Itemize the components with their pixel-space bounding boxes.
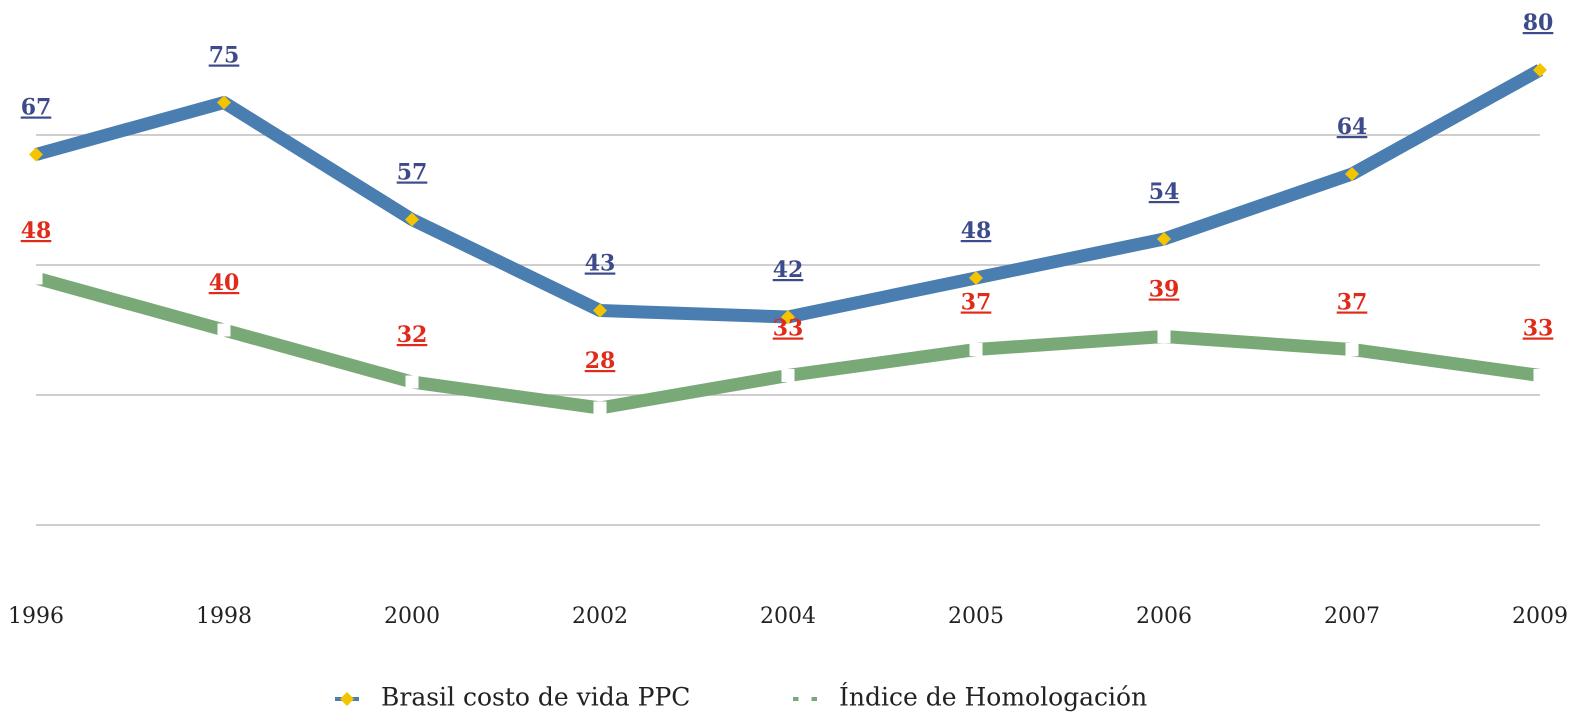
data-label: 43 bbox=[585, 251, 616, 277]
point-marker bbox=[1157, 330, 1171, 343]
point-marker bbox=[1533, 369, 1547, 382]
data-label: 80 bbox=[1523, 10, 1554, 36]
point-marker bbox=[217, 95, 231, 110]
x-tick-label: 2005 bbox=[948, 604, 1004, 629]
point-marker bbox=[593, 401, 607, 415]
legend-marker bbox=[798, 692, 812, 706]
data-label: 40 bbox=[209, 270, 240, 296]
point-marker bbox=[29, 271, 43, 285]
point-marker bbox=[969, 271, 983, 285]
x-tick-label: 2002 bbox=[572, 604, 628, 629]
x-tick-label: 2006 bbox=[1136, 604, 1192, 629]
data-label: 39 bbox=[1149, 277, 1180, 303]
x-tick-label: 2000 bbox=[384, 604, 440, 629]
data-label: 37 bbox=[1337, 290, 1368, 316]
point-marker bbox=[1533, 63, 1547, 77]
point-marker bbox=[969, 343, 983, 356]
data-label: 67 bbox=[21, 95, 52, 121]
x-tick-label: 1996 bbox=[8, 604, 64, 629]
point-marker bbox=[1345, 343, 1359, 356]
point-marker bbox=[781, 310, 795, 324]
point-marker bbox=[781, 369, 795, 382]
point-marker bbox=[405, 375, 419, 389]
legend-marker bbox=[340, 692, 354, 706]
data-label: 48 bbox=[961, 218, 992, 244]
series-line bbox=[34, 271, 1541, 415]
data-label: 42 bbox=[773, 257, 804, 283]
data-label: 33 bbox=[773, 316, 804, 342]
data-label: 33 bbox=[1523, 316, 1554, 342]
data-label: 54 bbox=[1149, 179, 1180, 205]
legend-label: Índice de Homologación bbox=[839, 683, 1147, 712]
data-label: 28 bbox=[585, 348, 616, 374]
x-tick-label: 2009 bbox=[1512, 604, 1568, 629]
x-tick-label: 1998 bbox=[196, 604, 252, 629]
legend-label: Brasil costo de vida PPC bbox=[381, 683, 690, 712]
data-label: 48 bbox=[21, 218, 52, 244]
point-marker bbox=[217, 323, 231, 337]
data-label: 75 bbox=[209, 43, 240, 69]
point-marker bbox=[593, 303, 607, 318]
data-label: 32 bbox=[397, 322, 428, 348]
data-label: 64 bbox=[1337, 114, 1368, 140]
x-tick-label: 2004 bbox=[760, 604, 816, 629]
point-marker bbox=[1345, 167, 1359, 181]
point-marker bbox=[29, 147, 43, 162]
data-label: 37 bbox=[961, 290, 992, 316]
point-marker bbox=[405, 212, 419, 227]
data-label: 57 bbox=[397, 160, 428, 186]
point-marker bbox=[1157, 232, 1171, 246]
x-tick-label: 2007 bbox=[1324, 604, 1380, 629]
